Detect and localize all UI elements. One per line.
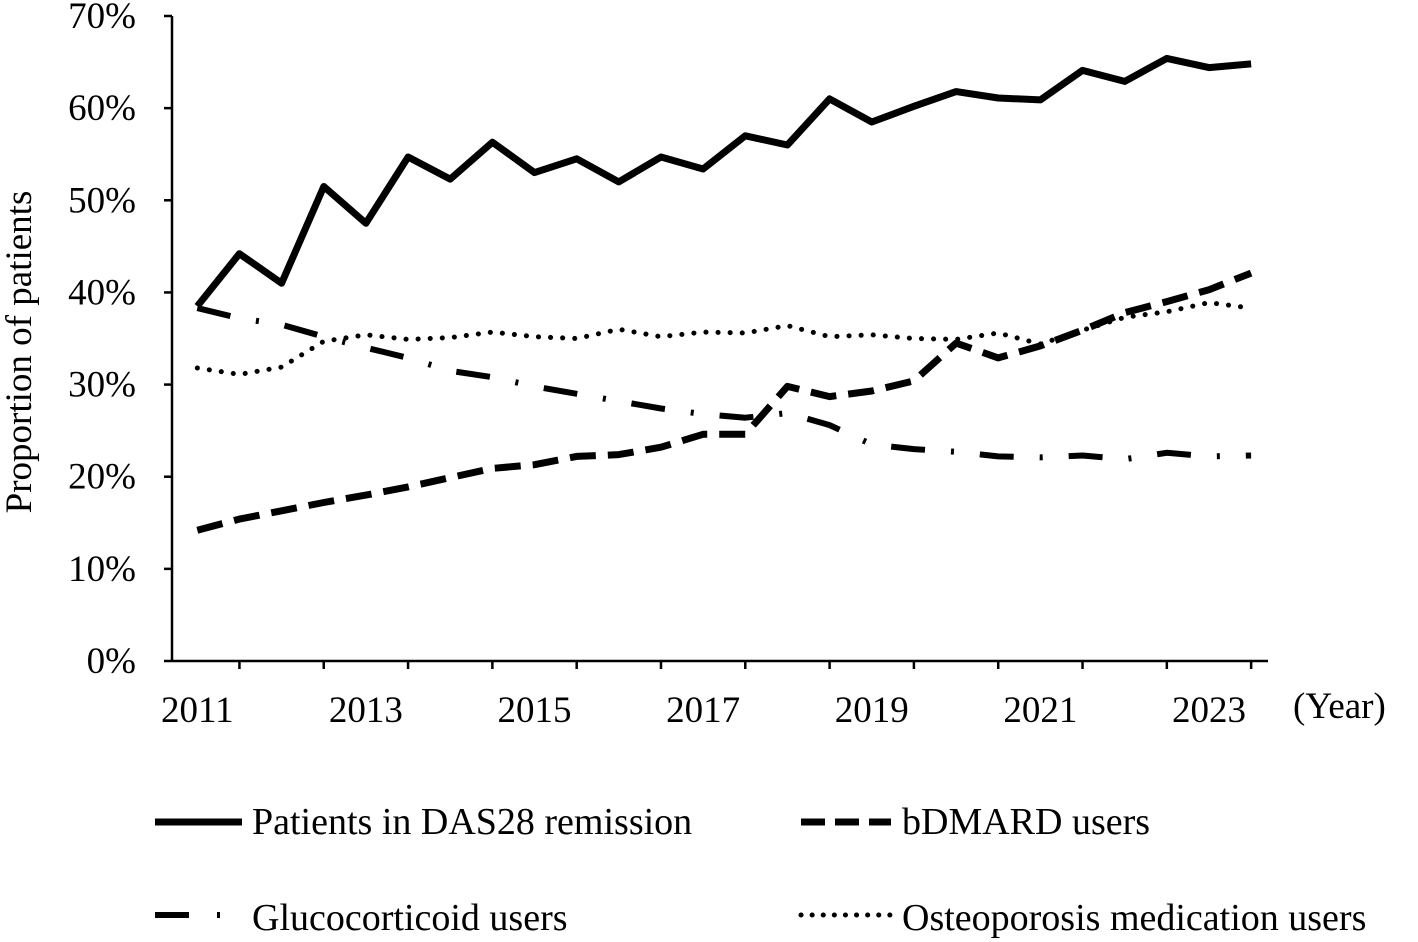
y-tick-label: 40%	[68, 272, 136, 313]
legend-label-glucocorticoid: Glucocorticoid users	[252, 897, 568, 939]
axes	[170, 16, 1268, 663]
y-tick-label: 50%	[68, 180, 136, 221]
series-line-bdmard	[196, 269, 1253, 534]
x-tick-label: 2011	[161, 690, 234, 731]
y-tick-label: 60%	[68, 88, 136, 129]
y-tick-label: 30%	[68, 365, 136, 406]
y-tick-label: 10%	[68, 549, 136, 590]
x-tick-label: 2017	[666, 690, 740, 731]
series-line-osteoporosis	[194, 300, 1254, 377]
y-tick-label: 70%	[68, 0, 136, 37]
y-tick-label: 20%	[68, 457, 136, 498]
legend: Patients in DAS28 remission bDMARD users…	[155, 801, 1366, 939]
x-tick-label: 2021	[1003, 690, 1077, 731]
legend-item-glucocorticoid: Glucocorticoid users	[155, 897, 568, 939]
x-ticks: 2011 2013 2015 2017 2019 2021 2023	[161, 661, 1253, 731]
series-lines	[194, 54, 1254, 534]
legend-item-osteoporosis: Osteoporosis medication users	[798, 897, 1366, 939]
x-tick-label: 2013	[329, 690, 403, 731]
legend-label-bdmard: bDMARD users	[902, 801, 1150, 843]
legend-item-bdmard: bDMARD users	[801, 801, 1150, 843]
x-tick-label: 2019	[835, 690, 909, 731]
series-line-remission	[194, 54, 1252, 309]
y-axis-title: Proportion of patients	[0, 191, 40, 514]
x-tick-label: 2015	[498, 690, 572, 731]
legend-label-osteoporosis: Osteoporosis medication users	[902, 897, 1366, 939]
y-ticks: 0% 10% 20% 30% 40% 50% 60% 70%	[68, 0, 172, 682]
legend-item-remission: Patients in DAS28 remission	[155, 801, 692, 843]
legend-label-remission: Patients in DAS28 remission	[252, 801, 692, 843]
series-line-glucocorticoid	[196, 305, 1252, 463]
x-axis-title: (Year)	[1293, 686, 1386, 727]
y-tick-label: 0%	[87, 641, 136, 682]
x-tick-label: 2023	[1172, 690, 1246, 731]
